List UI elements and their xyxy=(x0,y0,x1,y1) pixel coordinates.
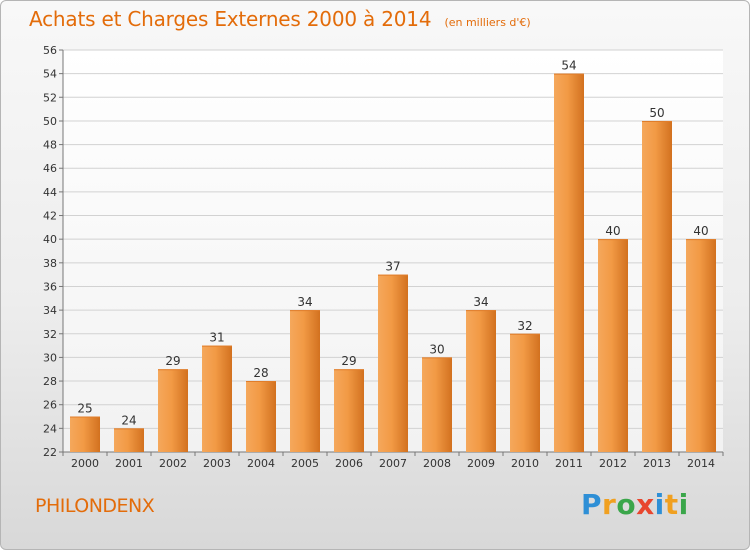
y-tick-label: 54 xyxy=(43,68,57,81)
bar-2004 xyxy=(246,381,276,452)
x-tick-label: 2006 xyxy=(335,457,363,470)
bar-2013 xyxy=(642,120,672,453)
x-tick-label: 2013 xyxy=(643,457,671,470)
x-tick-label: 2007 xyxy=(379,457,407,470)
data-label: 37 xyxy=(385,260,400,274)
y-tick-label: 28 xyxy=(43,375,57,388)
y-tick-label: 50 xyxy=(43,115,57,128)
x-tick-label: 2009 xyxy=(467,457,495,470)
data-label: 29 xyxy=(165,354,180,368)
data-label: 30 xyxy=(429,342,444,356)
data-label: 25 xyxy=(77,402,92,416)
x-tick-label: 2005 xyxy=(291,457,319,470)
data-label: 28 xyxy=(253,366,268,380)
bar-2010 xyxy=(510,333,540,452)
bar-2014 xyxy=(686,239,716,452)
data-label: 24 xyxy=(121,413,136,427)
bar-2011 xyxy=(554,73,584,452)
data-label: 34 xyxy=(473,295,488,309)
bar-2009 xyxy=(466,310,496,452)
data-label: 34 xyxy=(297,295,312,309)
y-tick-label: 46 xyxy=(43,162,57,175)
data-label: 32 xyxy=(517,319,532,333)
bar-2002 xyxy=(158,369,188,452)
bar-2008 xyxy=(422,357,452,452)
title-main: Achats et Charges Externes 2000 à 2014 xyxy=(29,7,432,31)
chart-title: Achats et Charges Externes 2000 à 2014 (… xyxy=(29,7,531,31)
proxiti-logo: Proxiti xyxy=(581,488,689,521)
bar-2000 xyxy=(70,416,100,452)
bars xyxy=(70,73,716,453)
axes: 22 24 26 28 30 32 34 36 38 40 42 44 46 48 50 52 54 56 2000… xyxy=(43,44,724,470)
x-tick-label: 2010 xyxy=(511,457,539,470)
y-tick-label: 22 xyxy=(43,446,57,459)
data-label: 29 xyxy=(341,354,356,368)
data-label: 54 xyxy=(561,59,576,73)
data-label: 40 xyxy=(605,224,620,238)
bar-2005 xyxy=(290,310,320,452)
y-tick-label: 52 xyxy=(43,91,57,104)
x-tick-label: 2004 xyxy=(247,457,275,470)
data-label: 31 xyxy=(209,331,224,345)
title-unit: (en milliers d'€) xyxy=(444,16,531,29)
bar-2012 xyxy=(598,239,628,452)
y-tick-label: 38 xyxy=(43,257,57,270)
x-tick-label: 2014 xyxy=(687,457,715,470)
data-labels: 25 24 29 31 28 34 29 37 30 34 32 54 40 50 40 xyxy=(77,59,708,428)
x-tick-label: 2008 xyxy=(423,457,451,470)
bar-2001 xyxy=(114,428,144,452)
y-tick-label: 26 xyxy=(43,399,57,412)
y-tick-label: 48 xyxy=(43,139,57,152)
y-tick-label: 42 xyxy=(43,210,57,223)
y-tick-label: 44 xyxy=(43,186,57,199)
data-label: 40 xyxy=(693,224,708,238)
x-tick-label: 2001 xyxy=(115,457,143,470)
y-tick-label: 32 xyxy=(43,328,57,341)
x-tick-label: 2003 xyxy=(203,457,231,470)
y-tick-label: 36 xyxy=(43,280,57,293)
x-tick-label: 2011 xyxy=(555,457,583,470)
y-tick-label: 56 xyxy=(43,44,57,57)
x-tick-label: 2000 xyxy=(71,457,99,470)
y-tick-label: 40 xyxy=(43,233,57,246)
y-tick-label: 34 xyxy=(43,304,57,317)
bar-2007 xyxy=(378,274,408,452)
data-label: 50 xyxy=(649,106,664,120)
commune-name: PHILONDENX xyxy=(35,495,155,517)
y-tick-label: 24 xyxy=(43,422,57,435)
bar-2006 xyxy=(334,369,364,452)
x-tick-label: 2012 xyxy=(599,457,627,470)
bar-2003 xyxy=(202,345,232,452)
x-tick-label: 2002 xyxy=(159,457,187,470)
y-tick-label: 30 xyxy=(43,351,57,364)
